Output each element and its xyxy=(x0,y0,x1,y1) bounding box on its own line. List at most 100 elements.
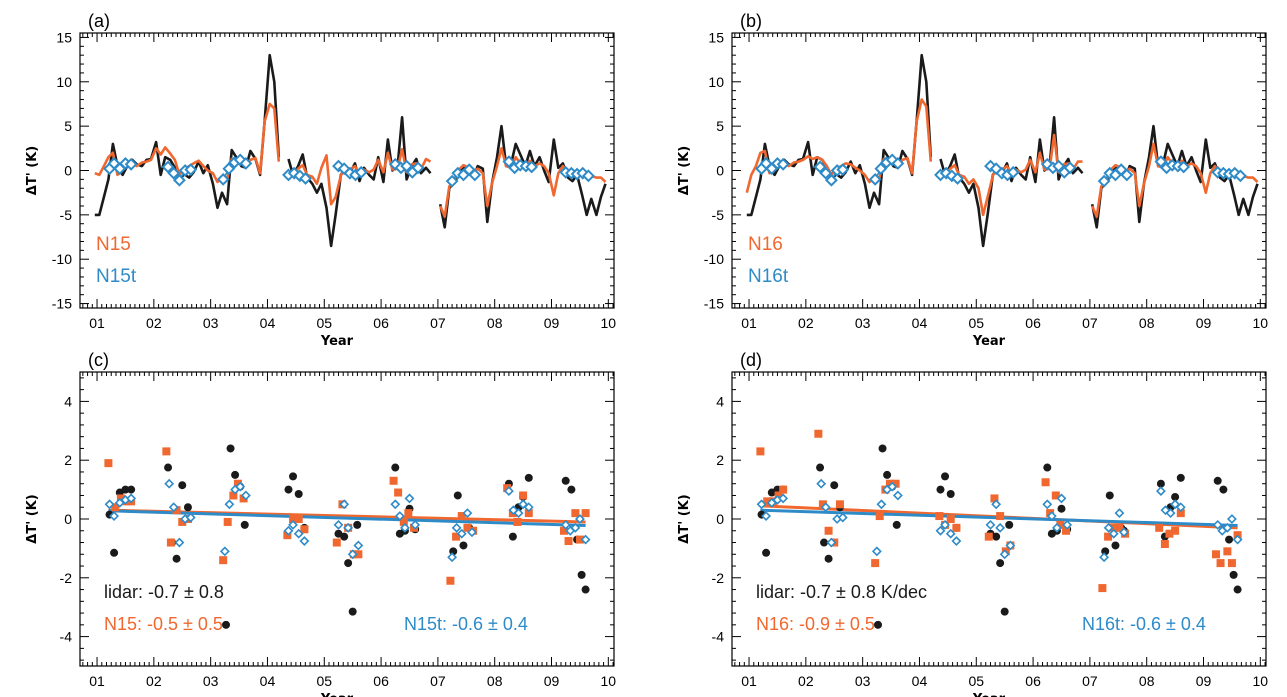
data-point-circle xyxy=(567,485,576,494)
data-point-square xyxy=(404,509,413,518)
data-point-diamond xyxy=(1175,502,1186,513)
x-tick-label: 02 xyxy=(798,673,814,689)
data-point-diamond xyxy=(240,490,251,501)
x-tick-label: 02 xyxy=(798,315,814,331)
data-point-diamond xyxy=(582,169,595,183)
data-point-square xyxy=(104,459,113,468)
data-point-circle xyxy=(294,490,303,499)
x-tick-label: 07 xyxy=(1082,673,1098,689)
y-tick-label: 15 xyxy=(708,29,724,45)
data-point-circle xyxy=(878,444,887,453)
x-tick-label: 10 xyxy=(1253,673,1269,689)
x-tick-label: 10 xyxy=(1253,315,1269,331)
data-point-circle xyxy=(1111,541,1120,550)
data-point-diamond xyxy=(874,162,888,176)
data-point-square xyxy=(560,526,569,535)
trend-annotation: N16t: -0.6 ± 0.4 xyxy=(1082,614,1206,634)
data-point-square xyxy=(239,494,248,503)
data-point-diamond xyxy=(462,508,473,519)
data-point-square xyxy=(1227,559,1236,568)
x-tick-label: 08 xyxy=(487,315,503,331)
x-tick-label: 01 xyxy=(89,315,105,331)
data-point-square xyxy=(457,512,466,521)
data-point-circle xyxy=(762,548,771,557)
data-point-circle xyxy=(164,463,173,472)
data-point-square xyxy=(111,503,120,512)
x-tick-label: 03 xyxy=(203,673,219,689)
data-point-square xyxy=(571,509,580,518)
data-point-diamond xyxy=(502,155,516,169)
data-point-diamond xyxy=(390,499,401,510)
panel-a: 01 02 03 04 05 06 07 08 09 10-15-10-5051015YearΔT… xyxy=(25,11,616,349)
data-point-circle xyxy=(226,444,235,453)
y-tick-label: 5 xyxy=(64,118,72,134)
data-point-square xyxy=(1051,491,1060,500)
data-point-circle xyxy=(830,481,839,490)
data-point-diamond xyxy=(164,478,175,489)
series-line-lidar xyxy=(939,116,1084,248)
y-tick-label: -4 xyxy=(60,629,73,645)
data-point-diamond xyxy=(820,502,831,513)
data-point-square xyxy=(1160,539,1169,548)
data-point-diamond xyxy=(1006,165,1020,179)
data-point-diamond xyxy=(456,528,467,539)
data-point-square xyxy=(581,509,590,518)
data-point-diamond xyxy=(411,161,425,175)
data-point-diamond xyxy=(394,511,405,521)
data-point-diamond xyxy=(868,172,882,186)
data-point-diamond xyxy=(836,163,850,177)
data-point-circle xyxy=(581,585,590,594)
data-point-square xyxy=(519,491,528,500)
data-point-square xyxy=(564,537,573,546)
data-point-square xyxy=(452,532,461,541)
data-point-square xyxy=(818,500,827,509)
data-point-diamond xyxy=(347,549,358,560)
data-point-diamond xyxy=(984,159,997,173)
series-line-n16 xyxy=(745,98,933,194)
data-point-diamond xyxy=(1052,159,1066,173)
data-point-diamond xyxy=(219,546,230,557)
data-point-square xyxy=(513,517,522,526)
data-point-diamond xyxy=(995,522,1006,533)
data-point-square xyxy=(1165,529,1174,538)
data-point-diamond xyxy=(837,512,848,523)
data-point-diamond xyxy=(999,549,1010,560)
data-point-diamond xyxy=(885,153,899,167)
data-point-circle xyxy=(178,481,187,490)
data-point-diamond xyxy=(168,502,179,513)
data-point-square xyxy=(1056,520,1065,529)
plot-area xyxy=(94,53,607,248)
y-tick-label: 0 xyxy=(64,511,72,527)
panel-label: (b) xyxy=(740,11,762,31)
data-point-diamond xyxy=(819,166,833,180)
data-point-square xyxy=(332,538,341,547)
x-tick-label: 04 xyxy=(912,315,928,331)
data-point-diamond xyxy=(343,522,354,533)
data-point-circle xyxy=(992,532,1001,541)
data-point-circle xyxy=(127,485,136,494)
x-tick-label: 06 xyxy=(1025,315,1041,331)
panel-label: (a) xyxy=(88,11,110,31)
panel-label: (d) xyxy=(740,350,762,370)
data-point-square xyxy=(1216,559,1225,568)
data-point-diamond xyxy=(184,163,198,177)
y-tick-label: 4 xyxy=(716,393,724,409)
y-tick-label: 5 xyxy=(716,118,724,134)
data-point-square xyxy=(1171,526,1180,535)
data-point-square xyxy=(774,491,783,500)
data-point-square xyxy=(935,512,944,521)
data-point-square xyxy=(289,515,298,523)
data-point-diamond xyxy=(580,534,591,545)
data-point-diamond xyxy=(1040,157,1054,171)
data-point-square xyxy=(756,447,765,456)
data-point-circle xyxy=(110,548,119,557)
data-point-circle xyxy=(1057,504,1066,513)
y-tick-label: 10 xyxy=(56,74,72,90)
data-point-square xyxy=(871,559,880,568)
data-point-diamond xyxy=(1212,519,1223,530)
data-point-diamond xyxy=(574,514,585,524)
data-point-circle xyxy=(340,532,349,541)
data-point-circle xyxy=(1005,520,1014,529)
y-tick-label: -10 xyxy=(52,251,72,267)
